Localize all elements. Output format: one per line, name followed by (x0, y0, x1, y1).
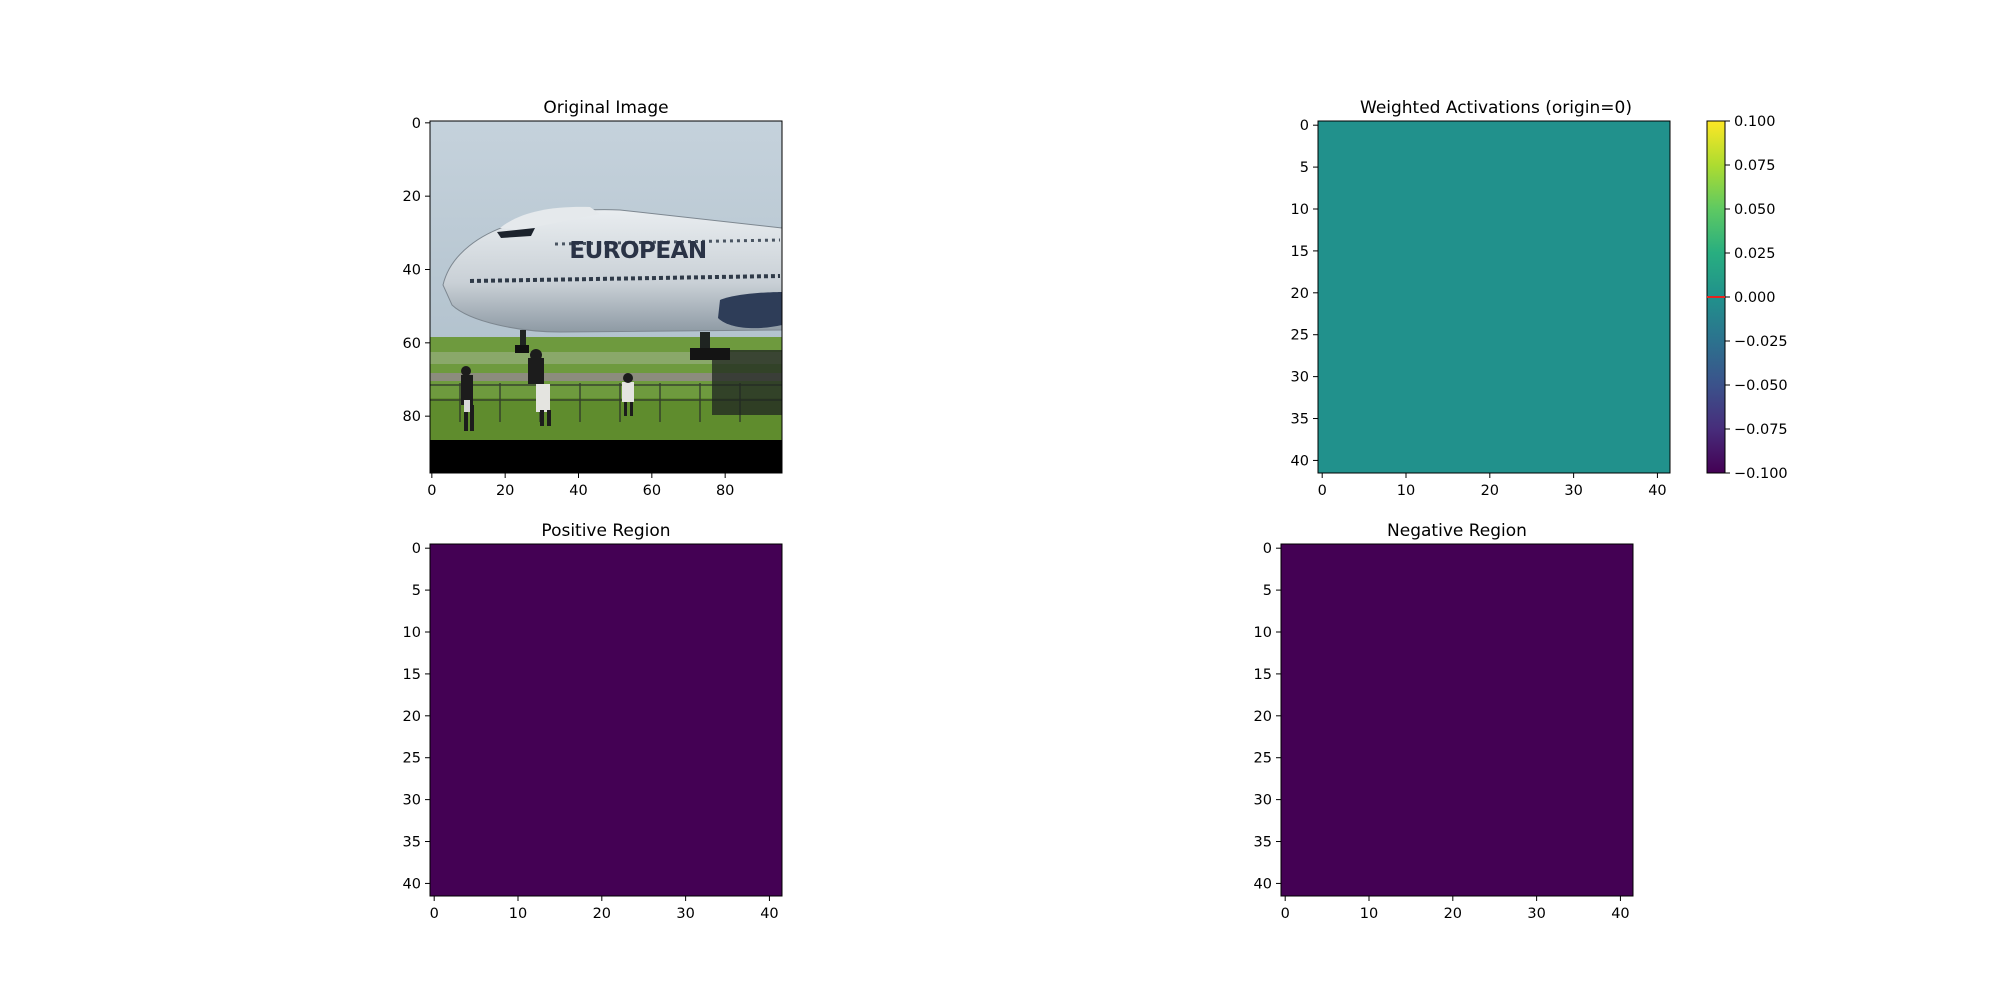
y-tick-label: 60 (403, 336, 421, 352)
x-tick-label: 10 (509, 906, 527, 922)
y-tick-label: 10 (1291, 202, 1309, 218)
y-tick-label: 25 (1291, 328, 1309, 344)
colorbar-tick-label: −0.025 (1734, 334, 1788, 350)
y-tick-label: 0 (1263, 541, 1272, 557)
x-axis: 0 20 40 60 80 (427, 473, 734, 499)
y-axis: 0 5 10 15 20 25 30 35 40 (1254, 541, 1281, 892)
fuselage-lettering: EUROPEAN (569, 238, 706, 264)
y-axis: 0 5 10 15 20 25 30 35 40 (403, 541, 430, 892)
y-tick-label: 35 (1254, 835, 1272, 851)
y-tick-label: 80 (403, 409, 421, 425)
y-tick-label: 0 (412, 541, 421, 557)
y-tick-label: 25 (403, 751, 421, 767)
panel-original-image: Original Image (403, 98, 783, 499)
heatmap-cells (430, 544, 782, 896)
x-tick-label: 20 (496, 483, 514, 499)
y-tick-label: 35 (403, 835, 421, 851)
x-tick-label: 30 (1564, 483, 1582, 499)
heatmap-cells (1281, 544, 1633, 896)
y-axis: 0 20 40 60 80 (403, 116, 430, 425)
y-tick-label: 30 (403, 793, 421, 809)
y-tick-label: 40 (1254, 876, 1272, 892)
y-tick-label: 40 (403, 263, 421, 279)
x-tick-label: 20 (1444, 906, 1462, 922)
y-tick-label: 10 (403, 625, 421, 641)
axes-frame (1280, 543, 1634, 897)
colorbar-tick-label: 0.000 (1734, 290, 1776, 306)
panel-weighted-activations: Weighted Activations (origin=0) 0 10 20 30 4… (1291, 98, 1788, 499)
colorbar-tick-label: 0.025 (1734, 246, 1776, 262)
colorbar-tick-label: −0.075 (1734, 422, 1788, 438)
x-tick-label: 40 (1648, 483, 1666, 499)
colorbar-tick-label: 0.050 (1734, 202, 1776, 218)
x-tick-label: 80 (716, 483, 734, 499)
panel-title: Weighted Activations (origin=0) (1360, 98, 1632, 118)
x-tick-label: 0 (430, 906, 439, 922)
y-tick-label: 20 (1291, 286, 1309, 302)
y-tick-label: 10 (1254, 625, 1272, 641)
x-tick-label: 30 (676, 906, 694, 922)
x-axis: 0 10 20 30 40 (1318, 473, 1667, 499)
x-tick-label: 0 (427, 483, 436, 499)
x-tick-label: 40 (1611, 906, 1629, 922)
colorbar-tick-label: 0.075 (1734, 158, 1776, 174)
x-tick-label: 60 (643, 483, 661, 499)
colorbar-axis: 0.100 0.075 0.050 0.025 0.000 −0.025 −0.050 −0.… (1725, 114, 1788, 482)
y-tick-label: 20 (403, 709, 421, 725)
y-tick-label: 5 (1263, 583, 1272, 599)
y-tick-label: 20 (403, 189, 421, 205)
heatmap-cells (1318, 121, 1670, 473)
x-tick-label: 10 (1360, 906, 1378, 922)
y-tick-label: 15 (1291, 244, 1309, 260)
panel-positive-region: Positive Region 0 10 20 30 40 0 5 10 15 20 25 30 35… (403, 521, 783, 922)
colorbar-tick-label: 0.100 (1734, 114, 1776, 130)
x-tick-label: 10 (1397, 483, 1415, 499)
panel-negative-region: Negative Region 0 10 20 30 40 0 5 10 15 20 25 30 35… (1254, 521, 1634, 922)
x-axis: 0 10 20 30 40 (1281, 896, 1630, 922)
y-tick-label: 20 (1254, 709, 1272, 725)
y-tick-label: 5 (412, 583, 421, 599)
y-tick-label: 5 (1300, 160, 1309, 176)
axes-frame (429, 120, 783, 474)
y-axis: 0 5 10 15 20 25 30 35 40 (1291, 118, 1318, 469)
panel-title: Negative Region (1387, 521, 1527, 541)
x-tick-label: 40 (569, 483, 587, 499)
y-tick-label: 15 (403, 667, 421, 683)
x-tick-label: 20 (1481, 483, 1499, 499)
panel-title: Positive Region (541, 521, 670, 541)
airplane-photo (430, 121, 782, 473)
x-tick-label: 0 (1318, 483, 1327, 499)
y-tick-label: 25 (1254, 751, 1272, 767)
y-tick-label: 40 (403, 876, 421, 892)
x-tick-label: 40 (760, 906, 778, 922)
panel-title: Original Image (543, 98, 668, 118)
colorbar-tick-label: −0.100 (1734, 466, 1788, 482)
colorbar-tick-label: −0.050 (1734, 378, 1788, 394)
y-tick-label: 0 (1300, 118, 1309, 134)
y-tick-label: 40 (1291, 453, 1309, 469)
x-tick-label: 30 (1527, 906, 1545, 922)
x-axis: 0 10 20 30 40 (430, 896, 779, 922)
y-tick-label: 30 (1291, 370, 1309, 386)
axes-frame (429, 543, 783, 897)
axes-frame (1317, 120, 1671, 474)
x-tick-label: 20 (593, 906, 611, 922)
y-tick-label: 30 (1254, 793, 1272, 809)
x-tick-label: 0 (1281, 906, 1290, 922)
colorbar: 0.100 0.075 0.050 0.025 0.000 −0.025 −0.050 −0.… (1706, 114, 1788, 482)
y-tick-label: 15 (1254, 667, 1272, 683)
y-tick-label: 35 (1291, 412, 1309, 428)
y-tick-label: 0 (412, 116, 421, 132)
